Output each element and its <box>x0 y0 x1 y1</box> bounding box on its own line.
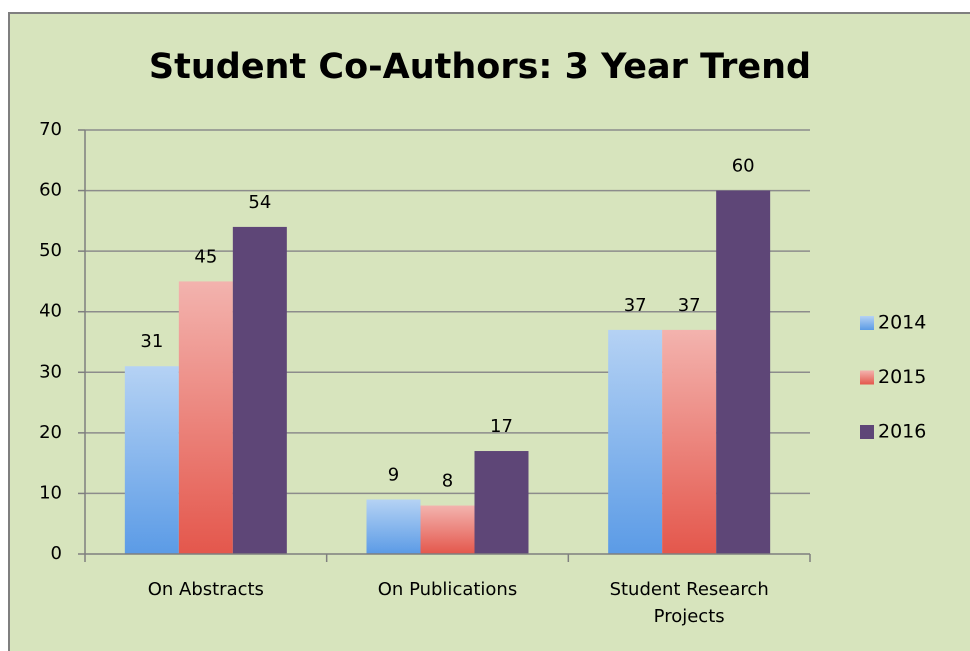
y-tick-label: 30 <box>39 361 62 382</box>
y-tick-label: 40 <box>39 301 62 322</box>
x-tick-label: On Abstracts <box>147 579 264 600</box>
data-label: 37 <box>624 295 647 316</box>
legend-label: 2015 <box>878 366 926 388</box>
legend-swatch <box>860 370 874 385</box>
legend-swatch <box>860 425 874 439</box>
data-label: 17 <box>490 416 513 437</box>
data-label: 8 <box>442 471 453 492</box>
x-tick-label: Student Research Projects <box>609 579 769 627</box>
y-tick-label: 0 <box>51 543 62 564</box>
legend-label: 2016 <box>878 421 926 443</box>
bar <box>474 451 529 554</box>
bar <box>420 505 475 554</box>
y-tick-label: 70 <box>39 119 62 140</box>
bar <box>232 226 287 554</box>
y-tick-label: 60 <box>39 180 62 201</box>
bar <box>608 329 663 554</box>
legend-label: 2014 <box>878 312 926 334</box>
y-tick-label: 10 <box>39 482 62 503</box>
chart-title: Student Co-Authors: 3 Year Trend <box>149 47 811 87</box>
y-tick-label: 50 <box>39 240 62 261</box>
data-label: 9 <box>388 464 399 485</box>
data-label: 54 <box>248 192 271 213</box>
data-label: 45 <box>194 246 217 267</box>
data-label: 37 <box>678 295 701 316</box>
legend-swatch <box>860 316 874 330</box>
bar <box>124 366 179 554</box>
bar <box>366 499 421 554</box>
data-label: 31 <box>140 331 163 352</box>
bar <box>662 329 717 554</box>
y-tick-label: 20 <box>39 422 62 443</box>
x-tick-label: On Publications <box>377 579 518 600</box>
data-label: 60 <box>732 156 755 177</box>
bar <box>178 281 233 554</box>
bar <box>716 190 771 555</box>
